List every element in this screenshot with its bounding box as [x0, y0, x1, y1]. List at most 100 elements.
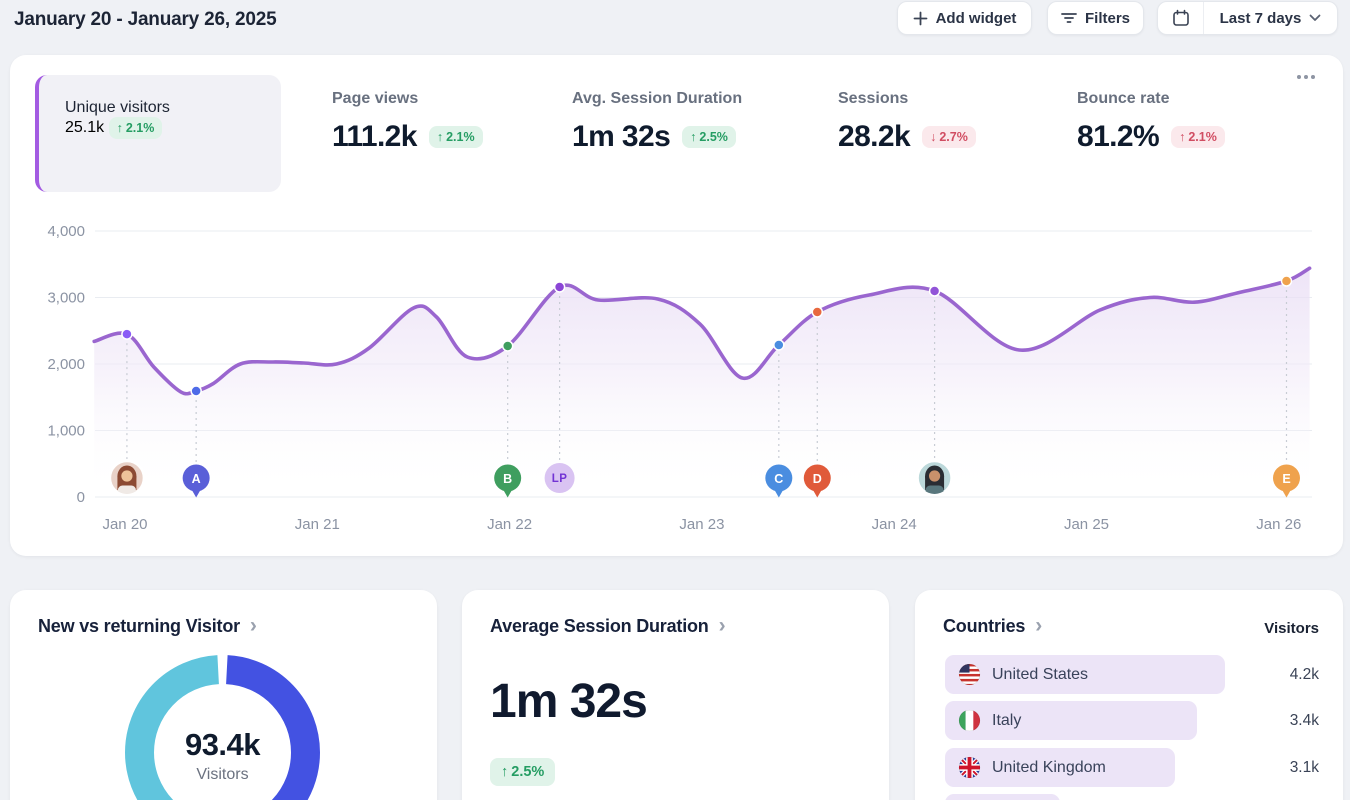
countries-title-link[interactable]: Countries ›	[943, 614, 1043, 637]
avatar-photo	[925, 465, 945, 494]
new-vs-returning-card: New vs returning Visitor › 93.4k Visitor…	[10, 590, 437, 800]
avg-session-duration-card: Average Session Duration › 1m 32s ↑ 2.5%	[462, 590, 889, 800]
trend-up-icon: ↑	[690, 130, 697, 144]
trend-up-icon: ↑	[501, 764, 509, 780]
new-vs-returning-title-link[interactable]: New vs returning Visitor ›	[38, 614, 257, 637]
country-bar	[945, 748, 1175, 787]
data-point-dot	[121, 328, 133, 340]
donut-segment-new[interactable]	[125, 655, 220, 800]
country-bar	[945, 701, 1197, 740]
marker-pin-b[interactable]: B	[494, 464, 522, 498]
kpi-value: 25.1k	[65, 119, 105, 136]
marker-chip-lp[interactable]: LP	[544, 463, 575, 493]
donut-segment-returning[interactable]	[225, 655, 320, 800]
marker-pin-c[interactable]: C	[765, 464, 793, 498]
country-bar	[945, 655, 1225, 694]
countries-card: Countries › Visitors United State	[915, 590, 1343, 800]
kpi-delta-badge: ↓ 2.7%	[922, 126, 976, 148]
x-axis-tick: Jan 26	[1256, 516, 1301, 533]
country-visitors-value: 3.1k	[1289, 759, 1319, 776]
add-widget-button[interactable]: Add widget	[897, 1, 1032, 35]
period-label: Last 7 days	[1219, 9, 1302, 27]
x-axis-tick: Jan 22	[487, 516, 532, 533]
marker-label: D	[813, 472, 822, 486]
marker-label: B	[503, 472, 512, 486]
x-axis-labels: Jan 20 Jan 21 Jan 22 Jan 23 Jan 24 Jan 25 Jan …	[102, 516, 1301, 533]
trend-up-icon: ↑	[436, 130, 444, 144]
country-name: United Kingdom	[992, 758, 1106, 776]
data-point-dot	[773, 339, 785, 351]
data-point-dot	[928, 285, 941, 297]
marker-label: C	[774, 472, 783, 486]
kpi-label: Avg. Session Duration	[572, 90, 743, 107]
y-axis-tick: 0	[77, 489, 85, 506]
donut-total-value: 93.4k	[184, 727, 261, 762]
kpi-value: 28.2k	[838, 120, 911, 153]
x-axis-tick: Jan 24	[872, 516, 917, 533]
x-axis-tick: Jan 25	[1064, 516, 1109, 533]
uk-flag-icon	[958, 756, 981, 779]
kpi-bounce-rate[interactable]: Bounce rate 81.2% ↑ 2.1%	[1077, 90, 1225, 154]
marker-label: LP	[552, 473, 568, 485]
card-title: Countries	[943, 616, 1026, 636]
kpi-label: Unique visitors	[65, 99, 170, 116]
visitors-column-header: Visitors	[1264, 620, 1319, 637]
country-visitors-value: 3.4k	[1289, 712, 1319, 729]
chevron-right-icon: ›	[1035, 614, 1043, 637]
country-row-united-kingdom[interactable]: United Kingdom	[945, 748, 1175, 787]
plus-icon	[913, 11, 927, 25]
marker-pin-a[interactable]: A	[182, 464, 210, 498]
x-axis-tick: Jan 23	[679, 516, 724, 533]
filters-button[interactable]: Filters	[1047, 1, 1144, 35]
filter-icon	[1061, 13, 1077, 23]
kpi-sessions[interactable]: Sessions 28.2k ↓ 2.7%	[838, 90, 976, 154]
visitors-donut-chart: 93.4k Visitors	[112, 642, 333, 800]
data-point-dot	[811, 306, 824, 318]
kpi-avg-session-duration[interactable]: Avg. Session Duration 1m 32s ↑ 2.5%	[572, 90, 742, 154]
country-name: United States	[992, 665, 1089, 683]
italy-flag-icon	[958, 709, 981, 732]
chevron-down-icon	[1309, 14, 1321, 21]
country-row-partial	[945, 794, 1060, 800]
calendar-icon	[1172, 9, 1189, 26]
page-title: January 20 - January 26, 2025	[14, 9, 277, 30]
kpi-value: 81.2%	[1077, 120, 1160, 153]
chevron-right-icon: ›	[249, 614, 257, 637]
avg-session-delta-badge: ↑ 2.5%	[490, 758, 556, 786]
trend-line	[92, 266, 1312, 396]
us-flag-icon	[958, 663, 981, 686]
country-row-united-states[interactable]: United States	[945, 655, 1225, 694]
y-axis-tick: 1,000	[47, 423, 85, 440]
marker-pin-e[interactable]: E	[1272, 464, 1300, 498]
kpi-delta-badge: ↑ 2.1%	[428, 126, 483, 148]
marker-label: A	[192, 472, 201, 486]
card-menu-button[interactable]	[1291, 69, 1321, 85]
x-axis-tick: Jan 21	[295, 516, 340, 533]
area-fill	[94, 268, 1310, 497]
x-axis-tick: Jan 20	[102, 516, 147, 533]
chevron-right-icon: ›	[718, 614, 726, 637]
marker-avatar-2[interactable]	[916, 459, 953, 497]
avatar-photo	[117, 465, 137, 494]
marker-pin-d[interactable]: D	[803, 464, 831, 498]
donut-total-label: Visitors	[196, 766, 249, 783]
kpi-value: 111.2k	[332, 120, 417, 153]
avg-session-title-link[interactable]: Average Session Duration ›	[490, 614, 726, 637]
kpi-unique-visitors[interactable]: Unique visitors 25.1k ↑ 2.1%	[35, 75, 281, 192]
data-point-dot	[190, 385, 202, 397]
country-visitors-value: 4.2k	[1289, 666, 1319, 683]
data-point-dot	[501, 340, 514, 352]
country-row-italy[interactable]: Italy	[945, 701, 1197, 740]
avg-session-value: 1m 32s	[490, 675, 648, 728]
period-selector[interactable]: Last 7 days	[1204, 2, 1337, 34]
kpi-delta-badge: ↑ 2.5%	[682, 126, 736, 148]
kpi-page-views[interactable]: Page views 111.2k ↑ 2.1%	[332, 90, 483, 154]
kpi-delta-badge: ↑ 2.1%	[108, 117, 163, 139]
y-axis-tick: 2,000	[47, 356, 85, 373]
date-range-control: Last 7 days	[1157, 1, 1338, 35]
card-title: New vs returning Visitor	[38, 616, 240, 636]
calendar-button[interactable]	[1158, 2, 1204, 34]
marker-avatar-1[interactable]	[108, 459, 146, 497]
filters-label: Filters	[1084, 9, 1130, 27]
